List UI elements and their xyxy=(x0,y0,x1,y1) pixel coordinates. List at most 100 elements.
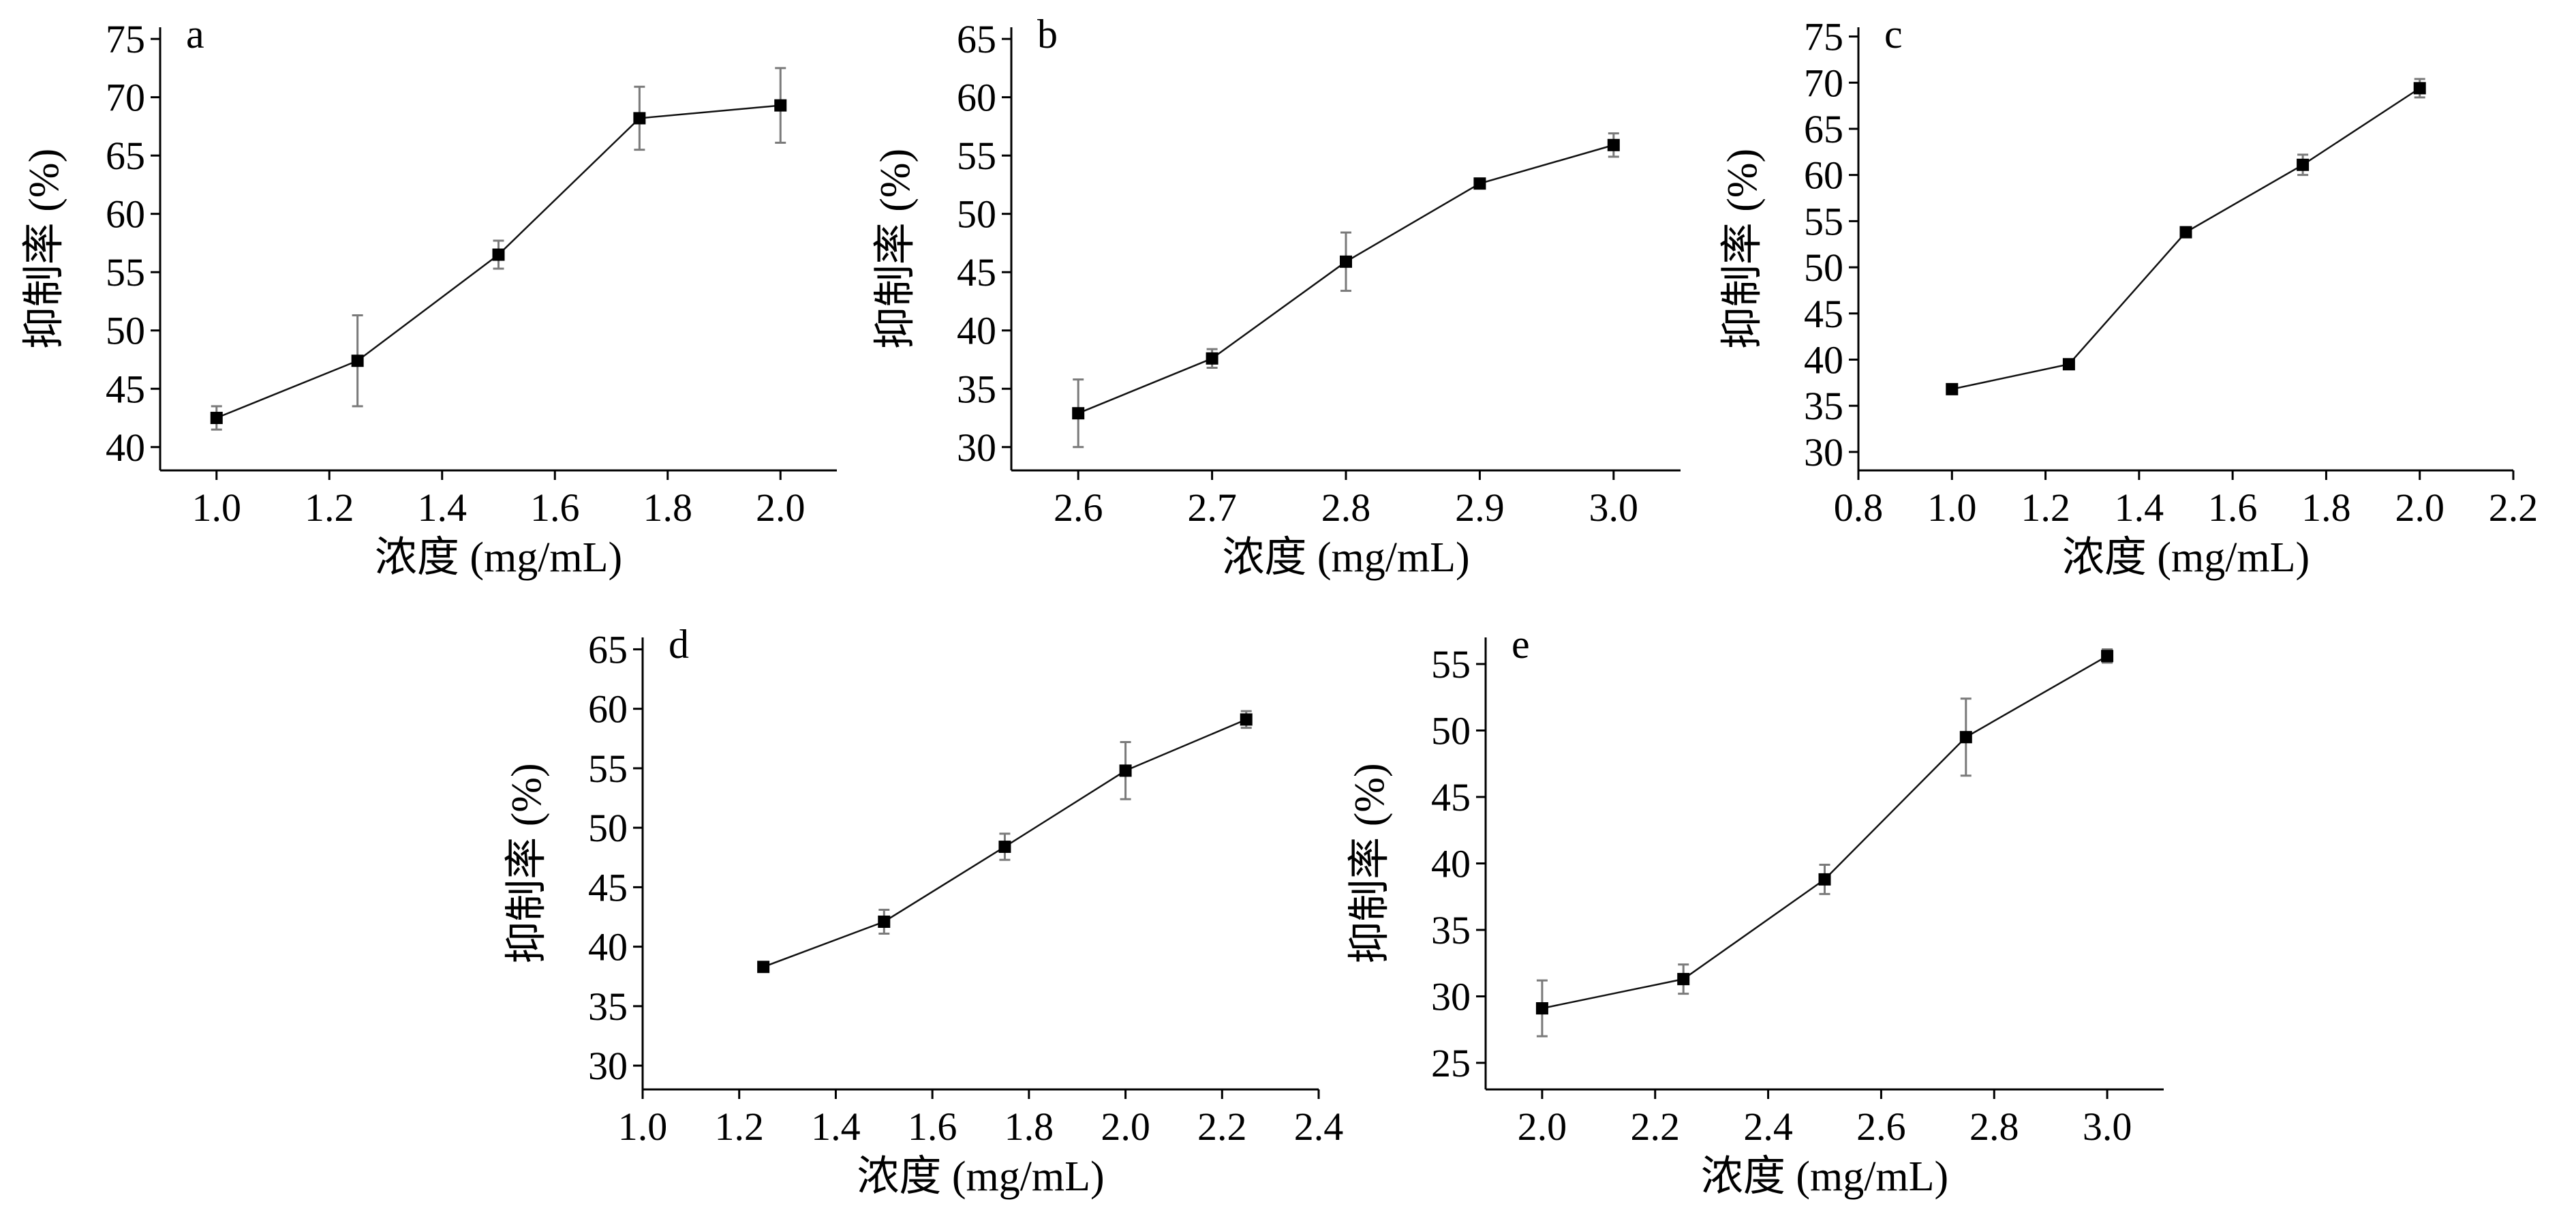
data-point xyxy=(1206,352,1218,365)
panel-label: c xyxy=(1884,12,1903,57)
y-tick-label: 70 xyxy=(1804,61,1843,105)
data-point xyxy=(2101,650,2114,663)
data-point xyxy=(1677,973,1690,986)
y-tick-label: 70 xyxy=(106,76,145,120)
x-tick-label: 1.8 xyxy=(2301,485,2351,530)
y-tick-label: 45 xyxy=(1804,292,1843,336)
x-tick-label: 2.9 xyxy=(1455,485,1505,530)
x-tick-label: 1.6 xyxy=(908,1104,957,1149)
x-tick-label: 1.0 xyxy=(1927,485,1977,530)
y-tick-label: 35 xyxy=(957,367,996,411)
x-axis-title: 浓度 (mg/mL) xyxy=(857,1154,1104,1200)
x-tick-label: 1.2 xyxy=(2021,485,2070,530)
x-tick-label: 2.0 xyxy=(756,485,806,530)
data-point xyxy=(878,915,891,928)
y-tick-label: 40 xyxy=(957,309,996,353)
x-tick-label: 2.6 xyxy=(1856,1104,1906,1149)
panel-label: e xyxy=(1512,622,1530,667)
data-point xyxy=(774,99,787,112)
x-tick-label: 2.2 xyxy=(1631,1104,1681,1149)
y-tick-label: 55 xyxy=(1431,642,1471,687)
y-tick-label: 75 xyxy=(106,17,145,61)
y-axis-title: 抑制率 (%) xyxy=(504,763,550,963)
y-axis-title: 抑制率 (%) xyxy=(21,149,67,349)
x-tick-label: 2.0 xyxy=(1101,1104,1150,1149)
y-tick-label: 30 xyxy=(588,1044,628,1088)
y-tick-label: 55 xyxy=(588,747,628,791)
y-tick-label: 65 xyxy=(957,17,996,61)
data-point xyxy=(1473,177,1486,190)
y-tick-label: 55 xyxy=(1804,199,1843,243)
x-tick-label: 2.8 xyxy=(1969,1104,2019,1149)
data-point xyxy=(1607,138,1620,151)
y-tick-label: 30 xyxy=(1431,975,1471,1019)
y-tick-label: 25 xyxy=(1431,1041,1471,1085)
x-tick-label: 2.0 xyxy=(1518,1104,1567,1149)
y-tick-label: 35 xyxy=(1804,384,1843,428)
x-tick-label: 1.0 xyxy=(618,1104,668,1149)
y-tick-label: 50 xyxy=(957,192,996,237)
data-point xyxy=(1959,731,1972,744)
y-tick-label: 40 xyxy=(1804,338,1843,382)
y-tick-label: 65 xyxy=(106,134,145,178)
chart-panel-d: 1.0 1.2 1.4 1.6 1.8 2.0 2.2 2.4 30 35 40 45 50 55 60 65… xyxy=(504,622,1343,1200)
x-tick-label: 1.0 xyxy=(192,485,242,530)
data-point xyxy=(1946,382,1959,395)
y-tick-label: 45 xyxy=(106,367,145,411)
series-line xyxy=(1952,87,2421,391)
data-point xyxy=(1240,713,1253,726)
data-point xyxy=(2297,158,2310,171)
x-tick-label: 0.8 xyxy=(1834,485,1884,530)
data-point xyxy=(1818,873,1831,886)
y-tick-label: 30 xyxy=(957,425,996,470)
data-point xyxy=(998,841,1011,854)
y-tick-label: 50 xyxy=(106,309,145,353)
panel-label: a xyxy=(186,12,204,57)
y-tick-label: 35 xyxy=(1431,908,1471,952)
x-tick-label: 1.4 xyxy=(418,485,467,530)
x-axis-title: 浓度 (mg/mL) xyxy=(375,534,622,581)
x-tick-label: 1.6 xyxy=(530,485,580,530)
data-point xyxy=(757,961,770,974)
data-point xyxy=(1340,255,1352,268)
y-tick-label: 30 xyxy=(1804,430,1843,474)
y-tick-label: 40 xyxy=(1431,842,1471,886)
x-tick-label: 1.4 xyxy=(2115,485,2164,530)
panel-label: b xyxy=(1037,12,1058,57)
x-tick-label: 2.2 xyxy=(2489,485,2539,530)
y-tick-label: 50 xyxy=(1804,245,1843,290)
y-axis-title: 抑制率 (%) xyxy=(1347,763,1393,963)
y-tick-label: 45 xyxy=(1431,775,1471,819)
chart-panel-e: 2.0 2.2 2.4 2.6 2.8 3.0 25 30 35 40 45 50 55 浓度 (mg/m… xyxy=(1347,622,2164,1200)
x-axis-title: 浓度 (mg/mL) xyxy=(1222,534,1469,581)
x-tick-label: 1.2 xyxy=(305,485,354,530)
y-tick-label: 60 xyxy=(957,76,996,120)
data-point xyxy=(1072,407,1085,420)
y-axis-title: 抑制率 (%) xyxy=(1719,149,1766,349)
x-tick-label: 2.4 xyxy=(1743,1104,1793,1149)
x-tick-label: 2.7 xyxy=(1187,485,1237,530)
y-tick-label: 60 xyxy=(1804,153,1843,198)
y-tick-label: 45 xyxy=(957,250,996,295)
y-tick-label: 45 xyxy=(588,865,628,909)
y-tick-label: 75 xyxy=(1804,15,1843,59)
y-tick-label: 65 xyxy=(588,627,628,672)
y-tick-label: 50 xyxy=(588,806,628,850)
x-tick-label: 2.4 xyxy=(1294,1104,1344,1149)
y-tick-label: 55 xyxy=(957,134,996,178)
y-tick-label: 35 xyxy=(588,984,628,1029)
x-tick-label: 1.8 xyxy=(643,485,693,530)
y-tick-label: 65 xyxy=(1804,107,1843,151)
x-tick-label: 1.2 xyxy=(714,1104,764,1149)
chart-panel-a: 1.0 1.2 1.4 1.6 1.8 2.0 40 45 50 55 60 65 70 75 浓度 (mg… xyxy=(21,12,837,581)
series-line xyxy=(1542,655,2108,1010)
y-tick-label: 60 xyxy=(588,687,628,732)
data-point xyxy=(210,412,223,425)
y-tick-label: 50 xyxy=(1431,709,1471,753)
x-tick-label: 1.6 xyxy=(2208,485,2258,530)
data-point xyxy=(1535,1002,1548,1015)
data-point xyxy=(492,248,505,261)
chart-panel-b: 2.6 2.7 2.8 2.9 3.0 30 35 40 45 50 55 60 65 浓度 (mg/mL… xyxy=(872,12,1681,581)
data-point xyxy=(2179,226,2192,239)
x-tick-label: 1.8 xyxy=(1005,1104,1054,1149)
